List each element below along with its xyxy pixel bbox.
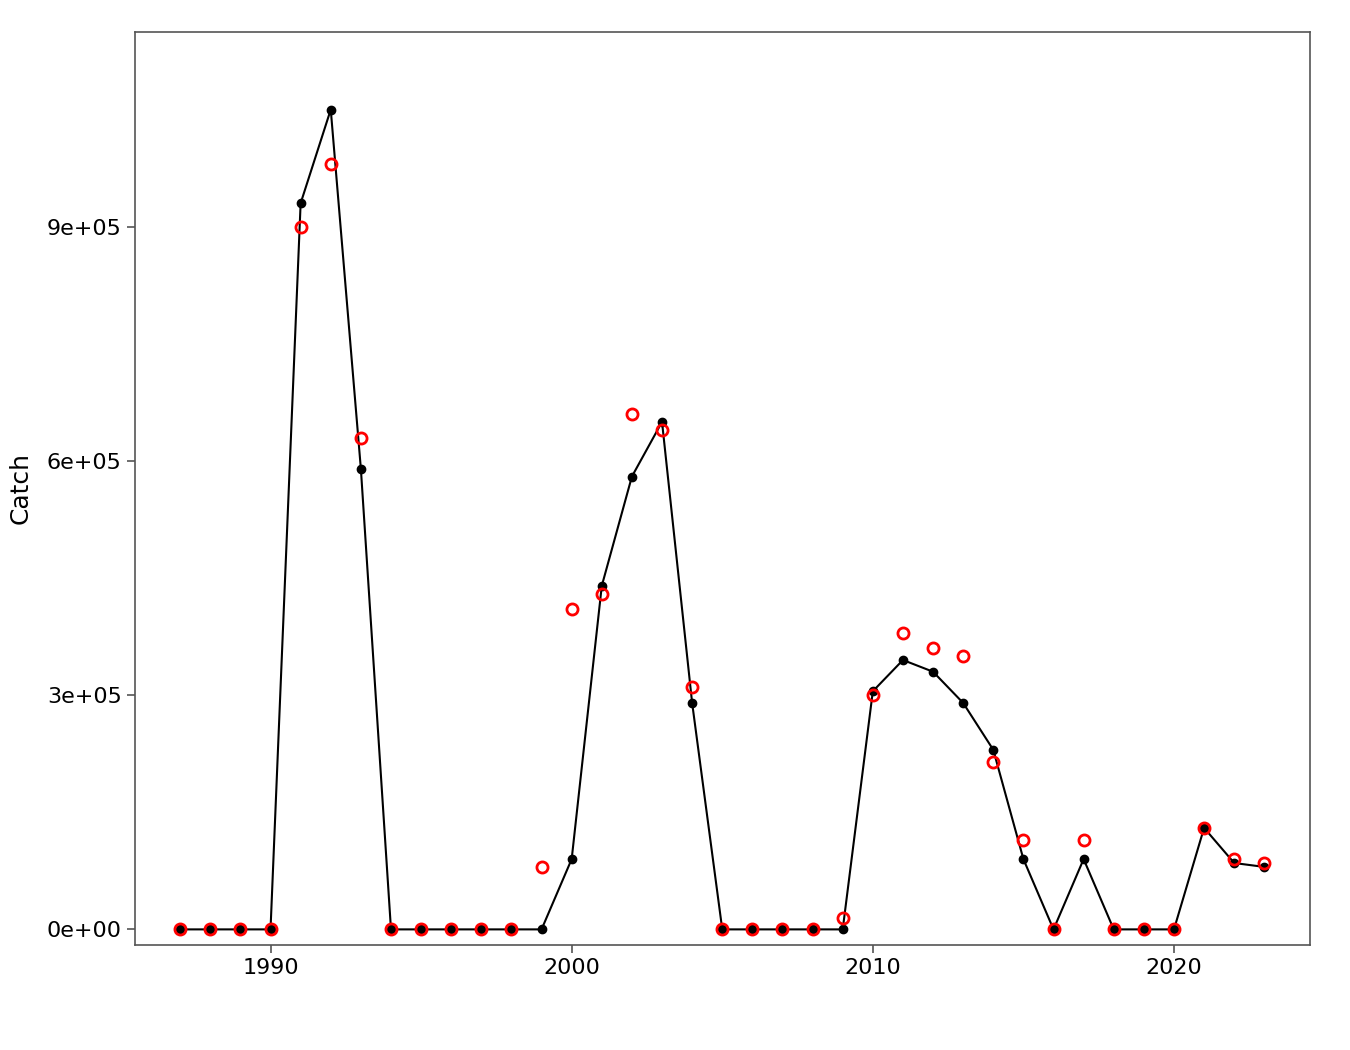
Y-axis label: Catch: Catch	[9, 453, 32, 524]
